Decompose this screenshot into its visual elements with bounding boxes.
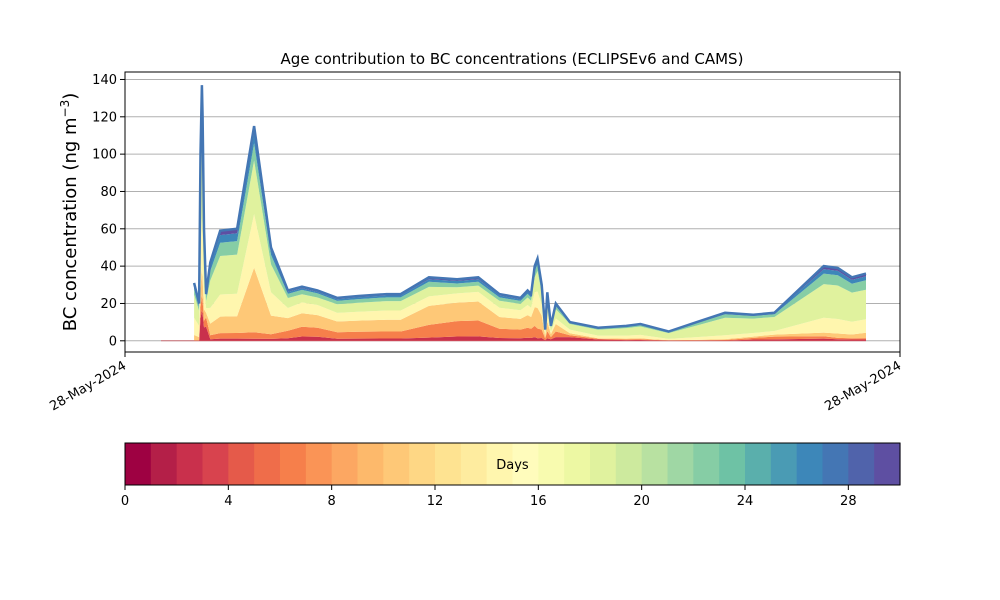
colorbar-tick-label: 24 [737, 494, 754, 509]
colorbar-tick-label: 20 [633, 494, 650, 509]
colorbar-segment [590, 443, 617, 485]
colorbar-segment [848, 443, 875, 485]
colorbar-segment [693, 443, 720, 485]
y-tick-label: 0 [109, 334, 117, 349]
colorbar-segment [796, 443, 824, 485]
y-tick-label: 120 [92, 110, 117, 125]
colorbar-label: Days [496, 458, 529, 473]
colorbar-segment [615, 443, 643, 485]
colorbar-segment [125, 443, 152, 485]
x-tick-label: 28-May-2024 [822, 358, 904, 414]
colorbar-segment [254, 443, 281, 485]
area-band [194, 214, 867, 341]
colorbar-segment [409, 443, 436, 485]
colorbar-segment [228, 443, 255, 485]
y-tick-label: 100 [92, 148, 117, 163]
y-tick-label: 140 [92, 73, 117, 88]
colorbar-segment [331, 443, 359, 485]
colorbar-segment [874, 443, 901, 485]
x-tick-label: 28-May-2024 [47, 358, 129, 414]
colorbar-segment [564, 443, 591, 485]
area-band [194, 267, 867, 341]
colorbar-tick-label: 28 [840, 494, 857, 509]
colorbar-segment [641, 443, 669, 485]
colorbar-segment [176, 443, 204, 485]
colorbar-tick-label: 4 [224, 494, 232, 509]
y-tick-label: 20 [100, 297, 117, 312]
plot-areas [161, 85, 867, 342]
chart-title: Age contribution to BC concentrations (E… [281, 50, 744, 68]
colorbar-segment [719, 443, 746, 485]
colorbar-segment [305, 443, 333, 485]
colorbar-segment [770, 443, 798, 485]
colorbar-tick-label: 8 [328, 494, 336, 509]
colorbar-segment [357, 443, 384, 485]
colorbar: 0 4 8 12 16 20 24 28 Days [121, 442, 901, 509]
y-tick-label: 80 [100, 185, 117, 200]
colorbar-segment [460, 443, 488, 485]
area-band [194, 141, 867, 339]
colorbar-segment [667, 443, 694, 485]
plot-frame [124, 71, 901, 353]
y-tick-label: 40 [100, 260, 117, 275]
y-tick-label: 60 [100, 222, 117, 237]
colorbar-segment [202, 443, 229, 485]
area-band [194, 294, 867, 341]
series-line-total [192, 85, 867, 333]
colorbar-tick-label: 12 [427, 494, 444, 509]
colorbar-segment [435, 443, 462, 485]
y-axis-label: BC concentration (ng m−3) [58, 93, 81, 332]
colorbar-segment [150, 443, 178, 485]
colorbar-segment [512, 443, 539, 485]
axes: 0 20 40 60 80 100 120 140 28-May-2024 28-May-2024 [47, 71, 904, 414]
colorbar-segment [538, 443, 565, 485]
colorbar-segment [745, 443, 772, 485]
colorbar-tick-label: 0 [121, 494, 129, 509]
colorbar-segment [822, 443, 849, 485]
colorbar-tick-label: 16 [530, 494, 547, 509]
colorbar-segment [486, 443, 514, 485]
colorbar-segment [383, 443, 410, 485]
colorbar-frame [124, 442, 901, 486]
colorbar-segment [280, 443, 307, 485]
